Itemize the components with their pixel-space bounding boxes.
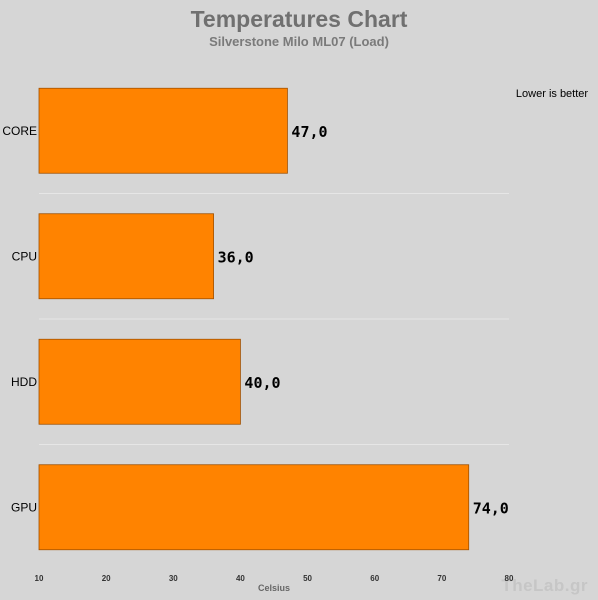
x-tick-label: 80 — [505, 574, 514, 583]
lower-is-better-note: Lower is better — [515, 88, 589, 100]
bar-cpu — [38, 213, 214, 300]
x-tick-label: 50 — [303, 574, 312, 583]
category-label-gpu: GPU — [11, 500, 37, 514]
value-label-hdd: 40,0 — [244, 374, 280, 392]
bar-hdd — [38, 338, 241, 425]
x-tick-label: 10 — [35, 574, 44, 583]
value-label-core: 47,0 — [291, 123, 327, 141]
watermark: TheLab.gr — [501, 576, 588, 595]
x-tick-label: 70 — [437, 574, 446, 583]
chart-title: Temperatures Chart — [190, 6, 408, 32]
value-label-gpu: 74,0 — [473, 499, 509, 517]
bar-gpu — [38, 464, 470, 551]
x-tick-label: 40 — [236, 574, 245, 583]
x-tick-label: 60 — [370, 574, 379, 583]
bar-core — [38, 87, 288, 174]
x-tick-label: 20 — [102, 574, 111, 583]
x-axis-label: Celsius — [258, 583, 290, 593]
category-label-cpu: CPU — [12, 249, 37, 263]
category-label-hdd: HDD — [11, 375, 37, 389]
category-label-core: CORE — [2, 124, 37, 138]
x-tick-label: 30 — [169, 574, 178, 583]
chart-subtitle: Silverstone Milo ML07 (Load) — [209, 34, 389, 49]
value-label-cpu: 36,0 — [218, 248, 254, 266]
